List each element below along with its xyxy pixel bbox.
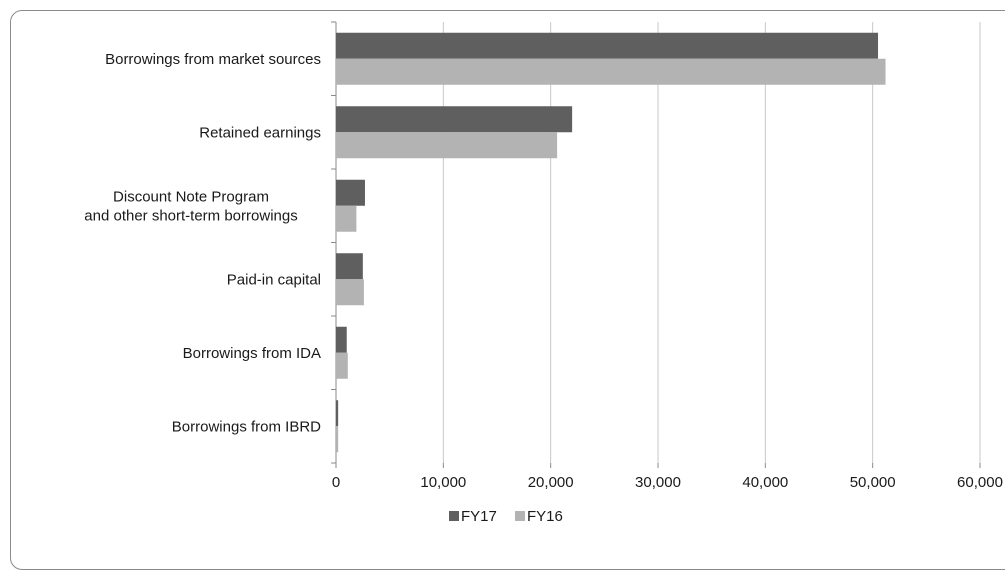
x-tick-label: 40,000 (742, 474, 788, 491)
bar-fy16 (336, 279, 364, 306)
x-tick-label: 0 (332, 474, 340, 491)
category-label: Retained earnings (199, 124, 321, 141)
bar-fy16 (336, 205, 357, 232)
bar-fy17 (336, 32, 879, 59)
bar-chart: 0 10,000 20,000 30,000 40,000 50,000 60,000 Bor… (84, 21, 1003, 525)
legend-label-fy17: FY17 (461, 508, 497, 525)
bar-fy17 (336, 253, 363, 280)
x-tick-label: 60,000 (957, 474, 1003, 491)
bar-fy16 (336, 352, 348, 379)
bar-fy17 (336, 106, 573, 133)
bar-fy16 (336, 132, 558, 159)
bar-fy16 (336, 426, 339, 453)
category-label: Discount Note Program and other short-ter… (84, 188, 297, 224)
bar-fy17 (336, 179, 365, 206)
legend-label-fy16: FY16 (527, 508, 563, 525)
x-tick-label: 50,000 (850, 474, 896, 491)
x-tick-label: 10,000 (420, 474, 466, 491)
category-label: Borrowings from IDA (183, 345, 321, 362)
category-label: Borrowings from market sources (105, 51, 321, 68)
bar-fy17 (336, 400, 339, 427)
bar-fy16 (336, 58, 886, 85)
legend-swatch-fy16 (515, 511, 525, 521)
category-label: Borrowings from IBRD (172, 418, 321, 435)
legend-swatch-fy17 (449, 511, 459, 521)
x-tick-label: 30,000 (635, 474, 681, 491)
bar-fy17 (336, 326, 347, 353)
x-tick-label: 20,000 (528, 474, 574, 491)
category-label: Paid-in capital (227, 271, 321, 288)
